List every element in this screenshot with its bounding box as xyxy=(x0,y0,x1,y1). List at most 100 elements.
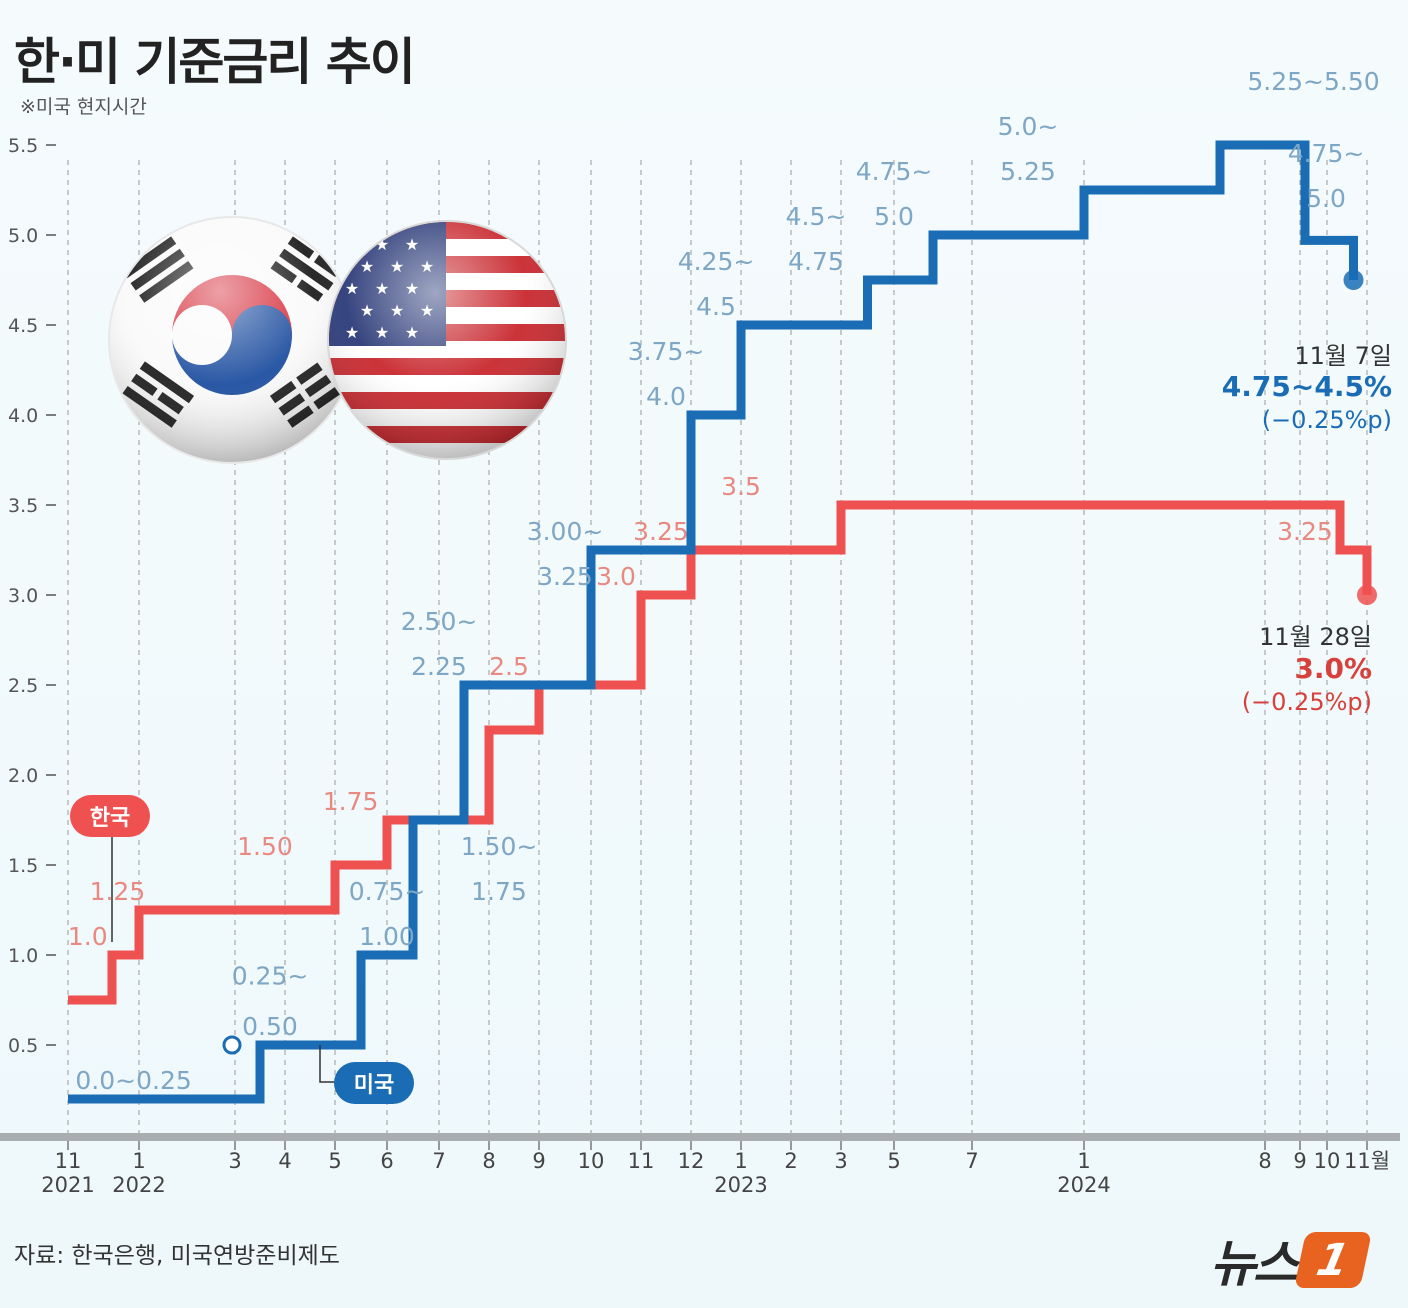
korea-value-label: 3.5 xyxy=(721,472,761,501)
korea-series-name: 한국 xyxy=(90,806,130,831)
usa-value-label: 5.0 xyxy=(874,202,914,231)
usa-callout: 11월 7일 4.75~4.5% (−0.25%p) xyxy=(1222,342,1392,434)
usa-hike-marker xyxy=(222,1035,242,1055)
y-tick-label: 0.5 xyxy=(8,1035,38,1057)
value-labels: 1.01.251.501.752.53.03.253.53.250.0~0.25… xyxy=(68,67,1380,1095)
usa-value-label: 3.00~ xyxy=(527,517,604,546)
usa-value-label: 3.25 xyxy=(537,562,593,591)
usa-value-label: 5.25~5.50 xyxy=(1247,67,1379,96)
usa-value-label: 0.0~0.25 xyxy=(75,1066,191,1095)
x-tick-year: 2021 xyxy=(41,1173,94,1197)
x-tick-label: 12 xyxy=(678,1149,705,1173)
korea-callout-date: 11월 28일 xyxy=(1259,623,1372,651)
usa-callout-change: (−0.25%p) xyxy=(1262,406,1392,434)
x-tick-label: 3 xyxy=(228,1149,241,1173)
x-tick-label: 9 xyxy=(1293,1149,1306,1173)
usa-value-label: 5.0~ xyxy=(998,112,1059,141)
series-lines xyxy=(68,140,1377,1104)
x-tick-label: 1 xyxy=(1077,1149,1090,1173)
usa-value-label: 5.25 xyxy=(1000,157,1056,186)
x-axis-baseline xyxy=(0,1133,1400,1141)
y-tick-label: 3.0 xyxy=(8,585,38,607)
x-tick-label: 11 xyxy=(55,1149,82,1173)
y-tick-label: 2.5 xyxy=(8,675,38,697)
usa-value-label: 3.75~ xyxy=(628,337,705,366)
logo-text: 뉴스 xyxy=(1210,1235,1299,1293)
x-tick-label: 1 xyxy=(734,1149,747,1173)
x-tick-label: 5 xyxy=(328,1149,341,1173)
korea-callout-rate: 3.0% xyxy=(1294,652,1372,685)
korea-endpoint xyxy=(1357,585,1377,605)
usa-value-label: 0.75~ xyxy=(349,877,426,906)
y-tick-label: 4.5 xyxy=(8,315,38,337)
svg-text:★: ★ xyxy=(345,235,359,254)
usa-callout-date: 11월 7일 xyxy=(1294,342,1392,370)
x-tick-label: 9 xyxy=(532,1149,545,1173)
source-note: 자료: 한국은행, 미국연방준비제도 xyxy=(14,1243,340,1269)
usa-value-label: 1.75 xyxy=(471,877,527,906)
x-tick-label: 8 xyxy=(1258,1149,1271,1173)
x-tick-label: 7 xyxy=(432,1149,445,1173)
korea-rate-line xyxy=(68,500,1372,1005)
usa-value-label: 2.50~ xyxy=(401,607,478,636)
korea-value-label: 1.50 xyxy=(237,832,293,861)
axes: 0.51.01.52.02.53.03.54.04.55.05.51120211… xyxy=(0,135,1400,1197)
x-tick-label: 4 xyxy=(278,1149,291,1173)
x-tick-label: 1 xyxy=(132,1149,145,1173)
x-tick-label: 3 xyxy=(834,1149,847,1173)
usa-value-label: 1.00 xyxy=(359,922,415,951)
usa-endpoint xyxy=(1343,270,1364,290)
usa-series-name: 미국 xyxy=(354,1073,394,1098)
usa-series-tag: 미국 xyxy=(319,1045,414,1104)
usa-value-label: 4.0 xyxy=(646,382,686,411)
x-tick-label: 10 xyxy=(578,1149,605,1173)
korea-value-label: 3.25 xyxy=(633,517,689,546)
usa-value-label: 4.25~ xyxy=(678,247,755,276)
x-tick-label: 6 xyxy=(380,1149,393,1173)
usa-value-label: 4.5 xyxy=(696,292,736,321)
x-tick-year: 2022 xyxy=(112,1173,165,1197)
usa-value-label: 1.50~ xyxy=(461,832,538,861)
x-tick-year: 2024 xyxy=(1057,1173,1110,1197)
korea-flag-icon xyxy=(108,216,356,464)
korea-value-label: 3.0 xyxy=(596,562,636,591)
usa-callout-rate: 4.75~4.5% xyxy=(1222,370,1392,403)
usa-value-label: 4.75~ xyxy=(856,157,933,186)
korea-value-label: 1.25 xyxy=(90,877,146,906)
usa-flag-icon: ★★★ ★★★ ★★★ ★★★ ★★★ xyxy=(327,220,567,460)
korea-value-label: 2.5 xyxy=(489,652,529,681)
korea-value-label: 1.75 xyxy=(323,787,379,816)
x-tick-year: 2023 xyxy=(714,1173,767,1197)
usa-value-label: 4.75~ xyxy=(1288,139,1365,168)
y-tick-label: 5.5 xyxy=(8,135,38,157)
x-tick-label: 8 xyxy=(482,1149,495,1173)
x-tick-label: 5 xyxy=(887,1149,900,1173)
usa-value-label: 0.25~ xyxy=(232,962,309,991)
x-tick-label: 7 xyxy=(965,1149,978,1173)
x-tick-label: 2 xyxy=(784,1149,797,1173)
x-tick-label: 11 xyxy=(628,1149,655,1173)
usa-value-label: 4.75 xyxy=(788,247,844,276)
korea-value-label: 1.0 xyxy=(68,922,108,951)
y-tick-label: 1.5 xyxy=(8,855,38,877)
usa-rate-line xyxy=(68,140,1358,1104)
korea-series-tag: 한국 xyxy=(70,795,150,942)
korea-value-label: 3.25 xyxy=(1277,517,1333,546)
y-tick-label: 4.0 xyxy=(8,405,38,427)
x-tick-label: 10 xyxy=(1314,1149,1341,1173)
usa-value-label: 5.0 xyxy=(1306,184,1346,213)
usa-value-label: 0.50 xyxy=(242,1012,298,1041)
y-tick-label: 1.0 xyxy=(8,945,38,967)
news1-logo: 뉴스 1 xyxy=(1210,1224,1372,1296)
x-tick-label: 11월 xyxy=(1344,1149,1390,1173)
korea-callout: 11월 28일 3.0% (−0.25%p) xyxy=(1242,623,1372,716)
y-tick-label: 3.5 xyxy=(8,495,38,517)
logo-badge: 1 xyxy=(1294,1232,1372,1288)
timezone-note: ※미국 현지시간 xyxy=(20,96,147,118)
korea-callout-change: (−0.25%p) xyxy=(1242,688,1372,716)
usa-value-label: 2.25 xyxy=(411,652,467,681)
page-title: 한·미 기준금리 추이 xyxy=(14,33,416,91)
y-tick-label: 5.0 xyxy=(8,225,38,247)
